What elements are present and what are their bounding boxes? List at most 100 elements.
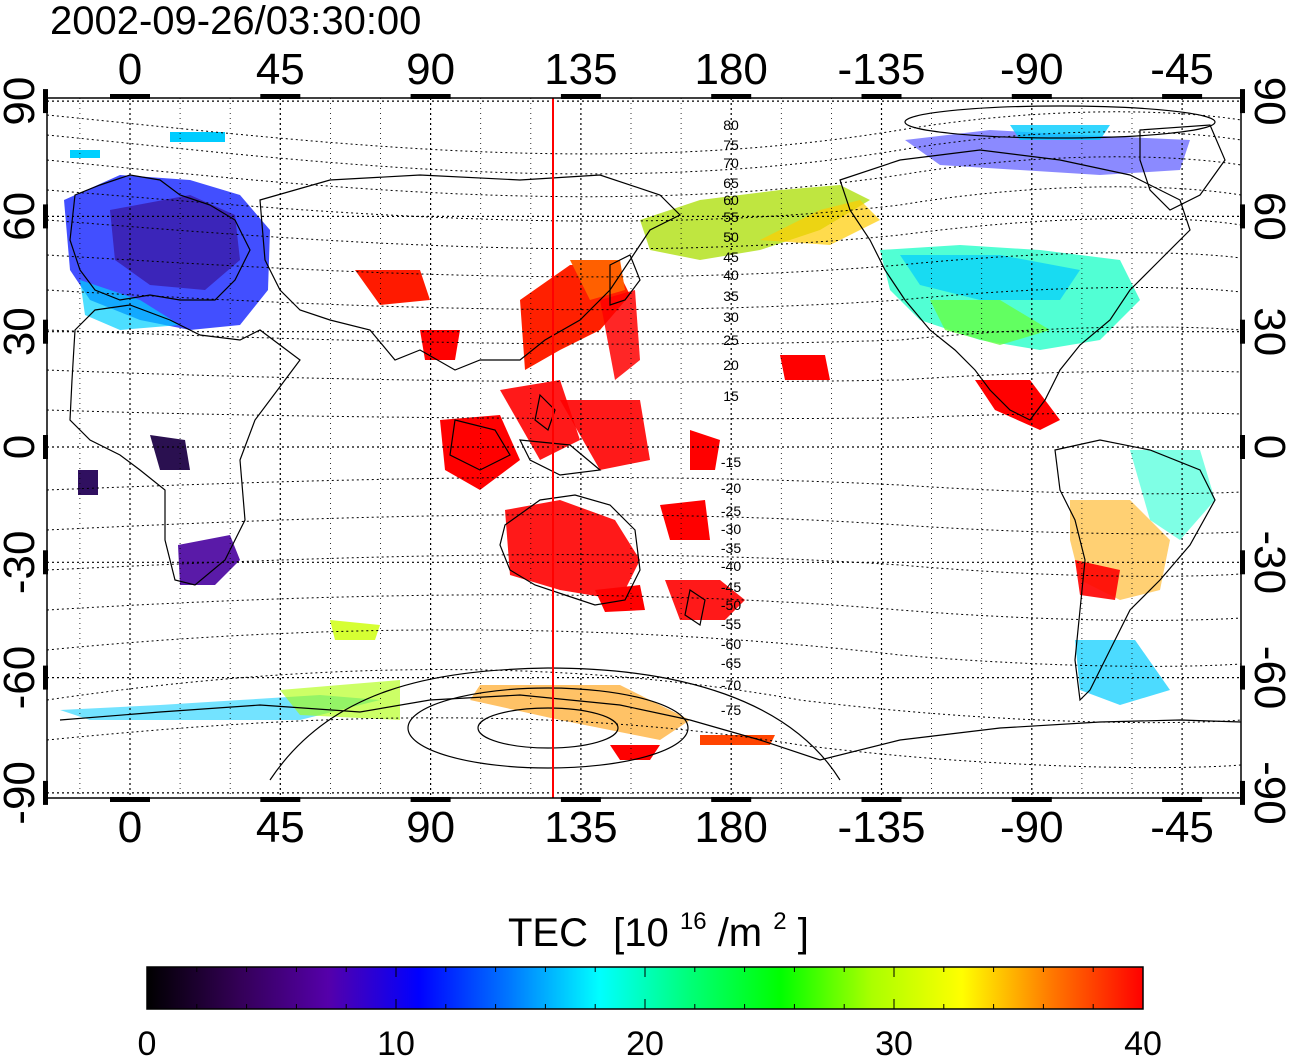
lat-tick-left: -60 [0,646,44,710]
contour-label: 65 [723,175,739,191]
lat-tick-right: -30 [1245,531,1292,595]
lat-tick-right: 30 [1245,307,1292,356]
left-tick-bar [43,435,48,459]
lon-tick-bottom: -90 [1000,803,1064,852]
contour-label: 60 [723,192,739,208]
lat-tick-left: 30 [0,307,44,356]
colorbar-unit-exp1: 16 [680,908,707,935]
lon-tick-bottom: -135 [837,803,925,852]
map-timestamp: 2002-09-26/03:30:00 [50,0,421,43]
contour-label: -45 [721,579,741,595]
contour-label: 45 [723,249,739,265]
colorbar-title: TEC [10 16 /m 2 ] [508,894,809,955]
contour-label: -55 [721,616,741,632]
contour-labels-south: -15 -20 -25 -30 -35 -40 -45 -50 -55 -60 -65 -70 -75 [721,454,741,718]
lat-tick-left: 90 [0,77,44,126]
contour-label: 55 [723,209,739,225]
lat-tick-left: -30 [0,531,44,595]
colorbar-tick-label: 30 [875,1025,913,1057]
contour-label: 80 [723,117,739,133]
contour-label: -35 [721,540,741,556]
lat-lon-grid [47,98,1241,798]
colorbar-tick-label: 10 [377,1025,415,1057]
right-tick-bar [1240,665,1245,690]
lon-tick-bottom: 180 [694,803,767,852]
contour-label: 35 [723,288,739,304]
coastlines [59,124,1241,761]
contour-label: -60 [721,636,741,652]
colorbar-tick-label: 20 [626,1025,664,1057]
right-tick-bar [1240,89,1245,114]
colorbar-tick-labels: 0 10 20 30 40 [138,1025,1162,1057]
top-tick-bar [711,94,752,99]
colorbar-tick-label: 40 [1124,1025,1162,1057]
contour-label: -70 [721,677,741,693]
longitude-ticks-top: 0 45 90 135 180 -135 -90 -45 [118,45,1214,94]
lat-tick-right: -90 [1245,761,1292,825]
lon-tick-top: 0 [118,45,142,94]
top-tick-bar [110,94,150,99]
lon-tick-top: -45 [1150,45,1214,94]
colorbar-unit-end: ] [798,911,809,955]
lon-tick-top: -135 [837,45,925,94]
contour-label: 25 [723,332,739,348]
bottom-tick-bar [861,797,902,802]
left-tick-bar [43,319,48,344]
right-tick-bar [1240,319,1245,344]
lat-tick-right: 0 [1245,435,1292,459]
contour-label: -75 [721,702,741,718]
contour-label: 40 [723,267,739,283]
bottom-tick-bar [410,797,451,802]
contour-label: -65 [721,655,741,671]
contour-label: 75 [723,137,739,153]
lon-tick-top: 90 [406,45,455,94]
contour-label: -20 [721,480,741,496]
polar-contours [269,105,1216,781]
top-tick-bar [861,94,902,99]
contour-label: -25 [721,503,741,519]
top-tick-bar [1162,94,1203,99]
contour-label: -40 [721,558,741,574]
contour-label: 15 [723,388,739,404]
lon-tick-top: 135 [544,45,617,94]
lon-tick-top: 45 [256,45,305,94]
colorbar-unit-exp2: 2 [773,908,786,935]
top-tick-bar [1011,94,1052,99]
bottom-tick-bar [560,797,601,802]
right-tick-bar [1240,780,1245,805]
right-tick-bar [1240,204,1245,229]
top-tick-bar [560,94,601,99]
contour-label: -50 [721,597,741,613]
contour-label: 30 [723,309,739,325]
lat-tick-right: 90 [1245,77,1292,126]
left-tick-bar [43,89,48,114]
contour-label: 70 [723,155,739,171]
contour-label: -15 [721,454,741,470]
bottom-tick-bar [260,797,301,802]
colorbar-unit-mid: /m [718,911,762,955]
lat-tick-left: -90 [0,761,44,825]
top-tick-bar [410,94,451,99]
lat-tick-right: 60 [1245,192,1292,241]
colorbar-ticks [146,967,1144,1009]
lat-tick-right: -60 [1245,646,1292,710]
bottom-tick-bar [1011,797,1052,802]
bottom-tick-bar [1162,797,1203,802]
colorbar-tick-label: 0 [138,1025,157,1057]
bottom-tick-bar [711,797,752,802]
contour-label: 50 [723,229,739,245]
bottom-tick-bar [110,797,150,802]
latitude-ticks-right: 90 60 30 0 -30 -60 -90 [1245,77,1292,825]
contour-lines [47,111,1241,769]
lat-tick-left: 60 [0,192,44,241]
lon-tick-bottom: -45 [1150,803,1214,852]
lon-tick-bottom: 90 [406,803,455,852]
left-tick-bar [43,550,48,575]
lat-tick-left: 0 [0,435,44,459]
longitude-ticks-bottom: 0 45 90 135 180 -135 -90 -45 [118,803,1214,852]
left-tick-bar [43,665,48,690]
frame-tick-bars [43,89,1245,805]
